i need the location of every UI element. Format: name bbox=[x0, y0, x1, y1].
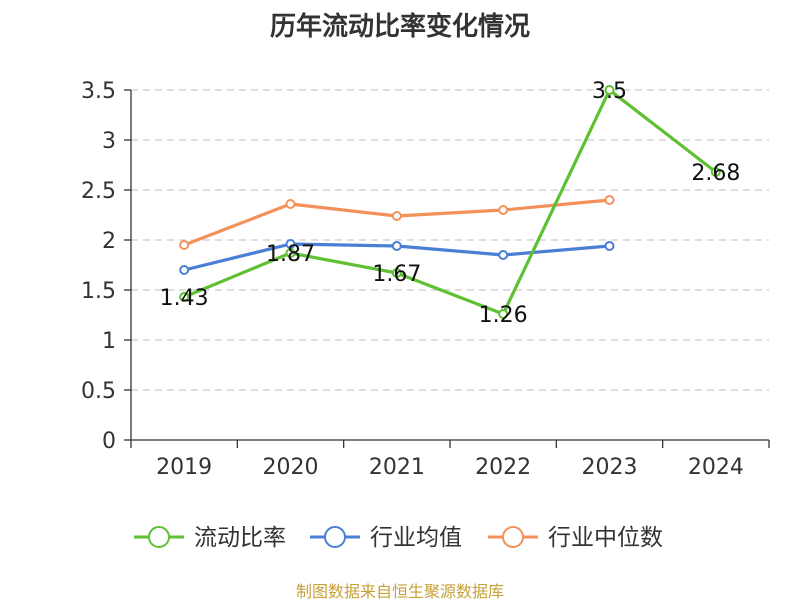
series-1-point bbox=[498, 250, 509, 260]
legend-swatch-marker bbox=[324, 526, 346, 548]
x-tick-label: 2024 bbox=[688, 455, 744, 480]
series-1-point bbox=[391, 241, 402, 251]
series-0-point bbox=[498, 309, 509, 319]
legend-label: 行业中位数 bbox=[548, 525, 663, 551]
x-tick-label: 2022 bbox=[475, 455, 531, 480]
y-tick-label: 3 bbox=[102, 129, 116, 154]
series-2-point bbox=[179, 240, 190, 250]
source-note: 制图数据来自恒生聚源数据库 bbox=[295, 582, 504, 601]
series-0-point bbox=[604, 85, 615, 95]
data-label: 2.68 bbox=[691, 161, 740, 186]
x-tick-label: 2023 bbox=[582, 455, 638, 480]
series-0-point bbox=[179, 292, 190, 302]
data-label: 1.26 bbox=[479, 303, 528, 328]
legend-label: 流动比率 bbox=[194, 525, 286, 551]
x-tick-label: 2021 bbox=[369, 455, 425, 480]
series-0-point bbox=[391, 268, 402, 278]
series-0-point bbox=[710, 167, 721, 177]
legend-label: 行业均值 bbox=[370, 525, 462, 551]
legend-swatch-marker bbox=[502, 526, 524, 548]
legend-swatch-marker bbox=[148, 526, 170, 548]
series-2-point bbox=[498, 205, 509, 215]
series-0-line bbox=[182, 88, 718, 316]
data-label: 1.87 bbox=[266, 242, 315, 267]
y-tick-label: 1 bbox=[102, 329, 116, 354]
y-tick-label: 0 bbox=[102, 429, 116, 454]
y-tick-label: 2 bbox=[102, 229, 116, 254]
x-tick-label: 2020 bbox=[263, 455, 319, 480]
data-label: 1.67 bbox=[372, 262, 421, 287]
data-label: 1.43 bbox=[160, 286, 209, 311]
series-0-point bbox=[285, 248, 296, 258]
y-tick-label: 2.5 bbox=[81, 179, 116, 204]
series-2-point bbox=[285, 199, 296, 209]
y-tick-label: 1.5 bbox=[81, 279, 116, 304]
chart-title: 历年流动比率变化情况 bbox=[269, 12, 530, 42]
series-1-point bbox=[179, 265, 190, 275]
series-2-point bbox=[604, 195, 615, 205]
y-tick-label: 0.5 bbox=[81, 379, 116, 404]
series-2-point bbox=[391, 211, 402, 221]
series-1-point bbox=[604, 241, 615, 251]
y-tick-label: 3.5 bbox=[81, 79, 116, 104]
data-label: 3.5 bbox=[592, 79, 627, 104]
x-tick-label: 2019 bbox=[156, 455, 212, 480]
